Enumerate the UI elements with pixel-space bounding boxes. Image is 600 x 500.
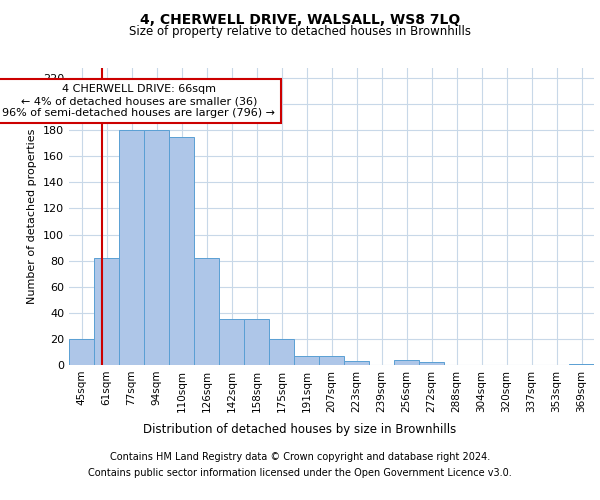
Bar: [419, 362, 444, 365]
Text: Size of property relative to detached houses in Brownhills: Size of property relative to detached ho…: [129, 25, 471, 38]
Bar: [344, 361, 369, 365]
Bar: [219, 320, 244, 365]
Bar: [69, 339, 94, 365]
Bar: [244, 320, 269, 365]
Bar: [319, 356, 344, 365]
Bar: [194, 258, 219, 365]
Bar: [394, 360, 419, 365]
Text: 4, CHERWELL DRIVE, WALSALL, WS8 7LQ: 4, CHERWELL DRIVE, WALSALL, WS8 7LQ: [140, 12, 460, 26]
Text: Contains HM Land Registry data © Crown copyright and database right 2024.: Contains HM Land Registry data © Crown c…: [110, 452, 490, 462]
Text: Distribution of detached houses by size in Brownhills: Distribution of detached houses by size …: [143, 422, 457, 436]
Bar: [119, 130, 144, 365]
Y-axis label: Number of detached properties: Number of detached properties: [28, 128, 37, 304]
Bar: [94, 258, 119, 365]
Bar: [269, 339, 294, 365]
Bar: [144, 130, 169, 365]
Text: 4 CHERWELL DRIVE: 66sqm
← 4% of detached houses are smaller (36)
96% of semi-det: 4 CHERWELL DRIVE: 66sqm ← 4% of detached…: [2, 84, 275, 117]
Text: Contains public sector information licensed under the Open Government Licence v3: Contains public sector information licen…: [88, 468, 512, 477]
Bar: [569, 364, 594, 365]
Bar: [169, 136, 194, 365]
Bar: [294, 356, 319, 365]
